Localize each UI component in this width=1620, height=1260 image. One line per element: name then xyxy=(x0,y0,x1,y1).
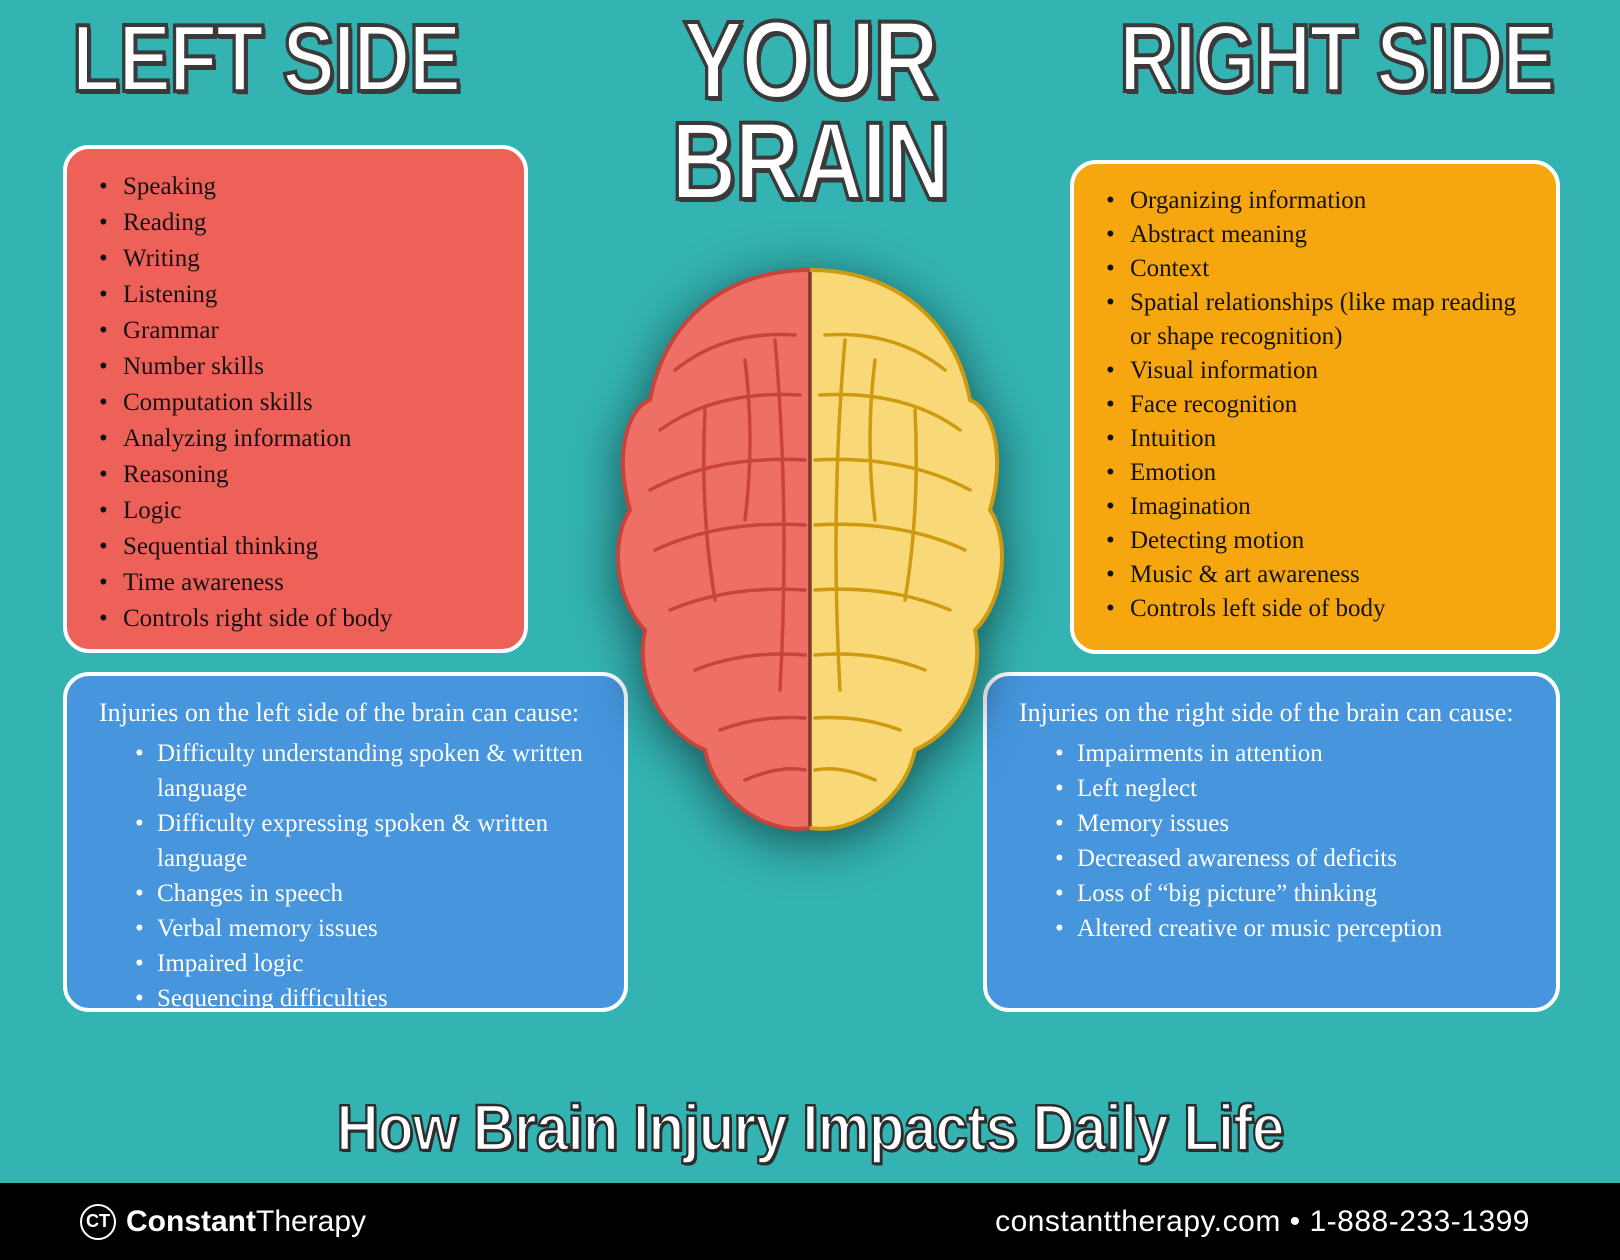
left-injuries-title: Injuries on the left side of the brain c… xyxy=(99,696,596,730)
footer-contact: constanttherapy.com • 1-888-233-1399 xyxy=(995,1205,1530,1239)
right-function-item: Detecting motion xyxy=(1106,524,1528,558)
left-function-item: Time awareness xyxy=(99,565,496,601)
right-functions-list: Organizing informationAbstract meaningCo… xyxy=(1106,184,1528,626)
right-injury-item: Decreased awareness of deficits xyxy=(1055,841,1528,876)
right-injuries-list: Impairments in attentionLeft neglectMemo… xyxy=(1019,736,1528,946)
left-injuries-card: Injuries on the left side of the brain c… xyxy=(63,672,628,1012)
left-function-item: Logic xyxy=(99,493,496,529)
right-injuries-title: Injuries on the right side of the brain … xyxy=(1019,696,1528,730)
tagline-text: How Brain Injury Impacts Daily Life xyxy=(337,1090,1284,1165)
brand-name-bold: Constant xyxy=(126,1205,256,1238)
footer-bar: CT ConstantTherapy constanttherapy.com •… xyxy=(0,1183,1620,1260)
right-injury-item: Memory issues xyxy=(1055,806,1528,841)
right-injuries-card: Injuries on the right side of the brain … xyxy=(983,672,1560,1012)
left-function-item: Speaking xyxy=(99,169,496,205)
left-function-item: Reasoning xyxy=(99,457,496,493)
right-function-item: Face recognition xyxy=(1106,388,1528,422)
infographic-canvas: LEFT SIDE YOUR BRAIN RIGHT SIDE Speaking… xyxy=(0,0,1620,1183)
left-function-item: Writing xyxy=(99,241,496,277)
left-injury-item: Impaired logic xyxy=(135,946,596,981)
right-function-item: Visual information xyxy=(1106,354,1528,388)
right-function-item: Controls left side of body xyxy=(1106,592,1528,626)
right-functions-card: Organizing informationAbstract meaningCo… xyxy=(1070,160,1560,654)
right-function-item: Intuition xyxy=(1106,422,1528,456)
right-function-item: Imagination xyxy=(1106,490,1528,524)
right-function-item: Abstract meaning xyxy=(1106,218,1528,252)
header-center-line2: BRAIN xyxy=(671,100,948,223)
right-injury-item: Impairments in attention xyxy=(1055,736,1528,771)
header-right: RIGHT SIDE xyxy=(1119,15,1553,103)
left-function-item: Computation skills xyxy=(99,385,496,421)
right-function-item: Music & art awareness xyxy=(1106,558,1528,592)
right-function-item: Context xyxy=(1106,252,1528,286)
left-function-item: Reading xyxy=(99,205,496,241)
brand-logo-icon: CT xyxy=(80,1204,116,1240)
left-function-item: Sequential thinking xyxy=(99,529,496,565)
left-function-item: Controls right side of body xyxy=(99,601,496,637)
left-injuries-list: Difficulty understanding spoken & writte… xyxy=(99,736,596,1016)
right-injury-item: Loss of “big picture” thinking xyxy=(1055,876,1528,911)
left-function-item: Listening xyxy=(99,277,496,313)
left-function-item: Analyzing information xyxy=(99,421,496,457)
header-center: YOUR BRAIN xyxy=(671,10,948,212)
right-function-item: Spatial relationships (like map reading … xyxy=(1106,286,1528,354)
footer-brand: CT ConstantTherapy xyxy=(80,1204,366,1240)
left-injury-item: Verbal memory issues xyxy=(135,911,596,946)
left-functions-card: SpeakingReadingWritingListeningGrammarNu… xyxy=(63,145,528,653)
right-injury-item: Left neglect xyxy=(1055,771,1528,806)
left-injury-item: Difficulty understanding spoken & writte… xyxy=(135,736,596,806)
left-functions-list: SpeakingReadingWritingListeningGrammarNu… xyxy=(99,169,496,637)
right-function-item: Emotion xyxy=(1106,456,1528,490)
left-injury-item: Changes in speech xyxy=(135,876,596,911)
right-function-item: Organizing information xyxy=(1106,184,1528,218)
header-left: LEFT SIDE xyxy=(72,15,460,103)
left-injury-item: Sequencing difficulties xyxy=(135,981,596,1016)
left-function-item: Grammar xyxy=(99,313,496,349)
left-function-item: Number skills xyxy=(99,349,496,385)
right-injury-item: Altered creative or music perception xyxy=(1055,911,1528,946)
left-injury-item: Difficulty expressing spoken & written l… xyxy=(135,806,596,876)
brain-illustration xyxy=(605,260,1015,840)
brand-name-light: Therapy xyxy=(256,1205,366,1238)
